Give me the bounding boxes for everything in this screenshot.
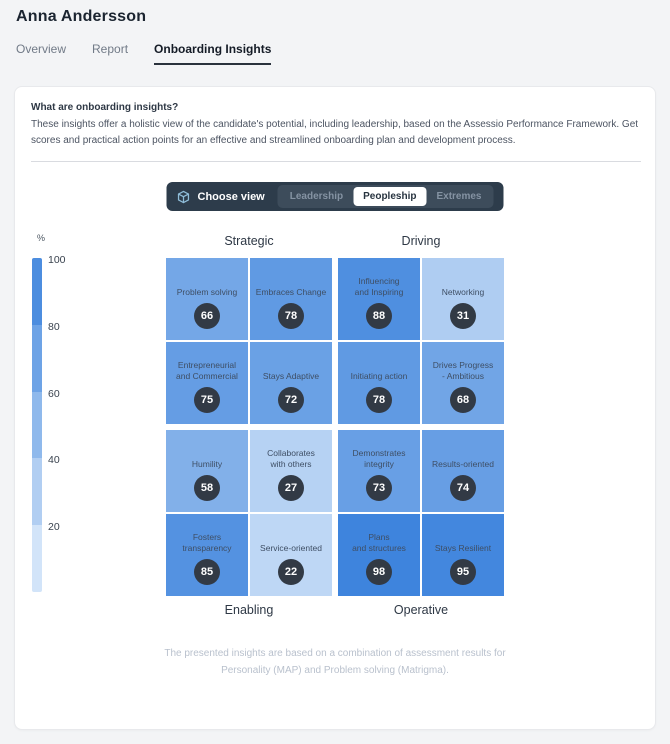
cell-label: Problem solving: [176, 286, 238, 297]
cell-label: Demonstrates integrity: [352, 447, 406, 469]
axis-tick: 80: [48, 320, 60, 333]
score-badge: 27: [278, 475, 304, 501]
info-body: These insights offer a holistic view of …: [31, 119, 639, 146]
view-options: Leadership Peopleship Extremes: [277, 185, 494, 208]
axis-tick: 20: [48, 521, 60, 534]
matrix-cell: Networking 31: [422, 258, 504, 340]
tab-onboarding-insights[interactable]: Onboarding Insights: [154, 42, 272, 65]
cube-icon: [177, 190, 191, 204]
tab-report[interactable]: Report: [92, 42, 129, 56]
cell-label: Collaborates with others: [267, 447, 315, 469]
score-badge: 68: [450, 387, 476, 413]
footer-note: The presented insights are based on a co…: [164, 648, 506, 676]
cell-label: Initiating action: [350, 370, 408, 381]
cell-label: Fosters transparency: [182, 531, 232, 553]
matrix-cell: Influencing and Inspiring 88: [338, 258, 420, 340]
axis-tick: 100: [48, 254, 66, 266]
cell-label: Networking: [441, 286, 485, 297]
matrix-cell: Humility 58: [166, 430, 248, 512]
score-badge: 73: [366, 475, 392, 501]
cell-label: Drives Progress - Ambitious: [432, 359, 494, 381]
cell-label: Entrepreneurial and Commercial: [176, 359, 238, 381]
page-title: Anna Andersson: [16, 8, 147, 25]
cell-label: Humility: [191, 458, 223, 469]
matrix-cell: Collaborates with others 27: [250, 430, 332, 512]
cell-label: Embraces Change: [255, 286, 327, 297]
quadrant-title-driving: Driving: [401, 234, 441, 248]
matrix-cell: Problem solving 66: [166, 258, 248, 340]
score-badge: 78: [278, 303, 304, 329]
matrix-cell: Results-oriented 74: [422, 430, 504, 512]
score-badge: 75: [194, 387, 220, 413]
matrix-cell: Fosters transparency 85: [166, 514, 248, 596]
matrix-cell: Stays Resilient 95: [422, 514, 504, 596]
score-badge: 88: [366, 303, 392, 329]
choose-view-bar: Choose view Leadership Peopleship Extrem…: [166, 182, 504, 211]
score-badge: 66: [194, 303, 220, 329]
axis-tick: 40: [48, 454, 60, 467]
choose-view-label: Choose view: [197, 190, 265, 203]
cell-label: Stays Adaptive: [262, 370, 320, 381]
quadrant-enabling: Humility 58 Collaborates with others 27 Fost…: [166, 430, 332, 596]
axis-tick: 60: [48, 387, 60, 400]
quadrant-strategic: Problem solving 66 Embraces Change 78 Entrep…: [166, 258, 332, 424]
matrix-cell: Embraces Change 78: [250, 258, 332, 340]
quadrant-title-enabling: Enabling: [224, 603, 274, 617]
view-option-extremes[interactable]: Extremes: [436, 191, 482, 202]
cell-label: Stays Resilient: [434, 542, 492, 553]
score-badge: 74: [450, 475, 476, 501]
cell-label: Plans and structures: [352, 531, 406, 553]
quadrant-driving: Influencing and Inspiring 88 Networking 31 I…: [338, 258, 504, 424]
quadrant-operative: Demonstrates integrity 73 Results-oriented…: [338, 430, 504, 596]
matrix-cell: Drives Progress - Ambitious 68: [422, 342, 504, 424]
view-option-leadership[interactable]: Leadership: [289, 191, 344, 202]
score-badge: 22: [278, 559, 304, 585]
tab-overview[interactable]: Overview: [16, 42, 67, 56]
insights-card: What are onboarding insights? These insi…: [14, 86, 656, 730]
score-badge: 58: [194, 475, 220, 501]
quadrant-title-operative: Operative: [393, 603, 449, 617]
quadrant-title-strategic: Strategic: [224, 234, 274, 248]
matrix-cell: Plans and structures 98: [338, 514, 420, 596]
matrix-cell: Entrepreneurial and Commercial 75: [166, 342, 248, 424]
tab-bar: Overview Report Onboarding Insights: [16, 42, 272, 65]
score-badge: 95: [450, 559, 476, 585]
score-badge: 85: [194, 559, 220, 585]
score-badge: 72: [278, 387, 304, 413]
axis-bar-segment: [32, 258, 42, 325]
score-badge: 78: [366, 387, 392, 413]
matrix-cell: Initiating action 78: [338, 342, 420, 424]
y-axis-gradient-bar: [32, 258, 42, 592]
axis-bar-segment: [32, 391, 42, 459]
cell-label: Influencing and Inspiring: [354, 275, 404, 297]
y-axis-unit: %: [37, 233, 46, 243]
view-option-peopleship[interactable]: Peopleship: [353, 187, 427, 206]
score-badge: 98: [366, 559, 392, 585]
matrix-cell: Stays Adaptive 72: [250, 342, 332, 424]
score-badge: 31: [450, 303, 476, 329]
divider: [31, 161, 641, 162]
matrix-cell: Service-oriented 22: [250, 514, 332, 596]
cell-label: Service-oriented: [260, 542, 322, 553]
matrix-cell: Demonstrates integrity 73: [338, 430, 420, 512]
info-heading: What are onboarding insights?: [31, 102, 179, 113]
quadrant-grid: Problem solving 66 Embraces Change 78 Entrep…: [166, 258, 504, 596]
axis-bar-segment: [32, 458, 42, 526]
axis-bar-segment: [32, 525, 42, 592]
axis-bar-segment: [32, 324, 42, 392]
cell-label: Results-oriented: [432, 458, 494, 469]
